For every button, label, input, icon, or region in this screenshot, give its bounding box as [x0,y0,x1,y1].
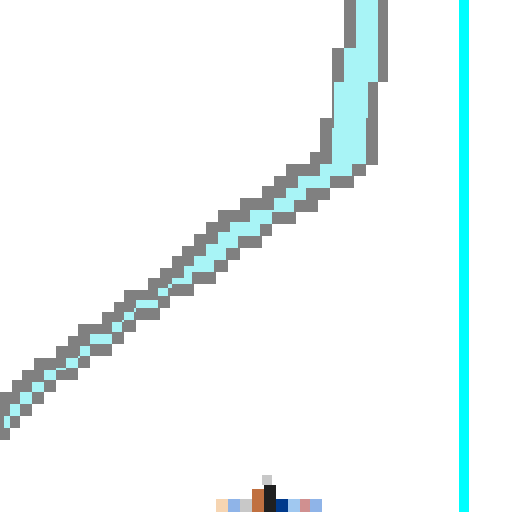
cursor-pixel [264,485,276,512]
cursor-pixel [252,489,264,512]
cursor-pixel [288,499,300,512]
cursor-pixel [300,499,312,512]
stroke-fill-shape [4,0,378,428]
cursor-pixel [228,499,240,512]
cursor-pixel [216,499,228,512]
cursor-pixel [240,499,252,512]
cursor-pixel [262,475,272,485]
vertical-guide-line[interactable] [459,0,469,512]
cursor-pixel [276,499,288,512]
stroke-outline [0,0,388,440]
stroke-outline-shape [0,0,388,440]
cursor-icon [216,475,322,512]
cursor-pixel [310,499,322,512]
stroke-fill [4,0,378,428]
